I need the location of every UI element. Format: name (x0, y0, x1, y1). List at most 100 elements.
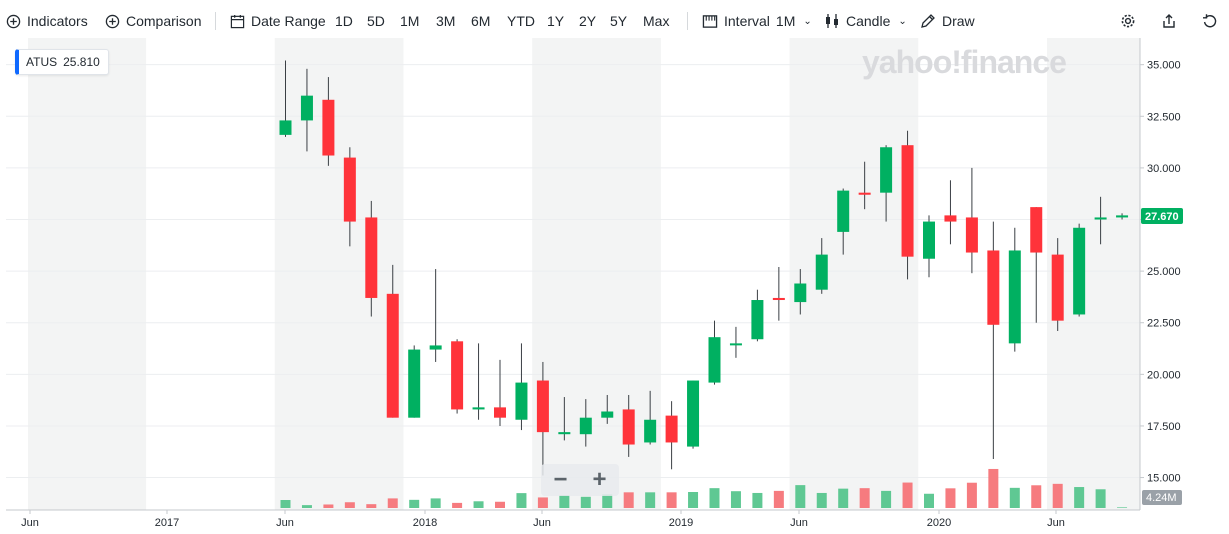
candle-body (687, 380, 700, 447)
zoom-in-button[interactable]: + (592, 466, 607, 493)
candle-body (494, 407, 506, 418)
gear-icon (1121, 14, 1135, 28)
volume-bar (1052, 483, 1063, 508)
toolbar-divider (215, 12, 216, 30)
candle-body (343, 157, 356, 222)
y-tick-label: 32.500 (1147, 111, 1181, 123)
y-tick-label: 22.500 (1147, 318, 1181, 330)
candle-body (558, 432, 571, 435)
shaded-band (28, 38, 147, 510)
plus-circle-icon (6, 14, 21, 28)
range-1m[interactable]: 1M (400, 13, 420, 29)
share-button[interactable] (1161, 0, 1177, 42)
candle-body (1008, 250, 1021, 344)
volume-bar (580, 496, 591, 508)
range-5d[interactable]: 5D (367, 13, 385, 29)
candle-body (300, 95, 313, 121)
candle-body (322, 99, 335, 156)
x-tick-label: Jun (21, 517, 39, 529)
zoom-out-button[interactable]: − (553, 466, 568, 493)
volume-bar (495, 501, 505, 508)
candlestick-icon (826, 14, 838, 28)
range-ytd[interactable]: YTD (507, 13, 535, 29)
draw-label: Draw (942, 13, 975, 29)
volume-bar (409, 499, 420, 508)
candle-body (729, 343, 742, 346)
volume-bar (966, 482, 977, 508)
candle-body (708, 337, 721, 383)
plus-circle-icon (105, 14, 120, 28)
y-tick-label: 30.000 (1147, 163, 1181, 175)
interval-icon (702, 14, 718, 28)
toolbar-divider (687, 12, 688, 30)
volume-bar (602, 494, 613, 508)
range-3m[interactable]: 3M (436, 13, 456, 29)
reset-button[interactable] (1202, 0, 1218, 42)
candle-body (965, 217, 978, 253)
candle-body (794, 283, 807, 303)
candle-body (536, 380, 549, 433)
volume-bar (730, 491, 741, 508)
volume-bar (537, 497, 548, 508)
volume-bar (838, 488, 849, 508)
volume-badge (1142, 490, 1182, 505)
yahoo-finance-watermark: yahoo!finance (862, 44, 1067, 80)
range-1y[interactable]: 1Y (547, 13, 565, 29)
indicators-button[interactable]: Indicators (6, 0, 88, 42)
candle-body (815, 254, 828, 290)
volume-bar (301, 505, 312, 508)
last-price-badge (1141, 208, 1183, 225)
draw-button[interactable]: Draw (920, 0, 975, 42)
shaded-band (789, 38, 919, 510)
y-tick-label: 17.500 (1147, 421, 1181, 433)
volume-bar (366, 504, 377, 508)
ticker-label: ATUS 25.810 (15, 49, 109, 75)
chart-area[interactable]: 15.00017.50020.00022.50025.00027.50030.0… (0, 38, 1229, 529)
comparison-button[interactable]: Comparison (105, 0, 201, 42)
volume-bar (945, 488, 956, 508)
range-max[interactable]: Max (643, 13, 670, 29)
x-tick-label: Jun (276, 517, 294, 529)
volume-bar (645, 492, 656, 508)
settings-button[interactable] (1120, 0, 1136, 42)
x-tick-label: 2018 (413, 517, 437, 529)
candle-body (923, 221, 935, 259)
shaded-band (532, 38, 661, 510)
x-tick-label: 2019 (669, 517, 693, 529)
candle-body (1073, 227, 1086, 315)
candle-body (944, 215, 957, 222)
candle-body (579, 417, 592, 435)
candle-body (515, 382, 528, 420)
y-tick-label: 20.000 (1147, 369, 1181, 381)
volume-bar (473, 501, 484, 508)
chevron-down-icon: ⌄ (803, 15, 812, 27)
candle-body (279, 120, 292, 135)
volume-bar (430, 498, 441, 508)
zoom-controls: − + (541, 464, 619, 496)
volume-label: 4.24M (1146, 492, 1177, 504)
chevron-down-icon: ⌄ (898, 15, 907, 27)
candle-body (837, 190, 850, 232)
volume-bar (452, 502, 463, 508)
candle-body (751, 300, 764, 340)
calendar-icon (230, 14, 245, 28)
range-6m[interactable]: 6M (471, 13, 491, 29)
volume-bar (559, 495, 570, 508)
range-1d[interactable]: 1D (335, 13, 353, 29)
x-tick-label: 2020 (927, 517, 951, 529)
ticker-value: 25.810 (63, 55, 100, 69)
volume-bar (323, 504, 334, 508)
shaded-band (274, 38, 404, 510)
x-tick-label: Jun (790, 517, 808, 529)
candle-body (601, 411, 614, 418)
volume-bar (623, 492, 634, 508)
volume-bar (881, 490, 892, 508)
range-2y[interactable]: 2Y (579, 13, 597, 29)
range-5y[interactable]: 5Y (610, 13, 628, 29)
date-range-button[interactable]: Date Range (230, 0, 326, 42)
chart-type-dropdown[interactable]: Candle ⌄ (824, 0, 907, 42)
interval-dropdown[interactable]: Interval 1M ⌄ (702, 0, 812, 42)
volume-bar (752, 492, 763, 508)
indicators-label: Indicators (27, 13, 88, 29)
candlestick-chart[interactable]: 15.00017.50020.00022.50025.00027.50030.0… (0, 38, 1229, 529)
